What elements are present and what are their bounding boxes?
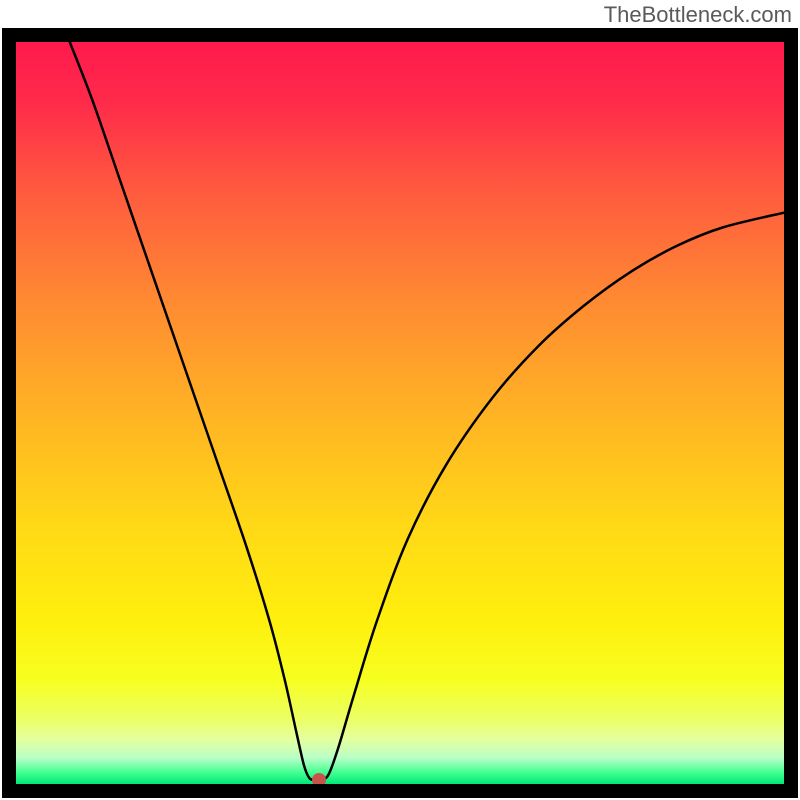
curve-svg: [16, 42, 784, 784]
bottleneck-curve: [70, 42, 784, 780]
plot-area: [16, 42, 784, 784]
watermark-text: TheBottleneck.com: [604, 2, 792, 28]
chart-container: TheBottleneck.com: [0, 0, 800, 800]
